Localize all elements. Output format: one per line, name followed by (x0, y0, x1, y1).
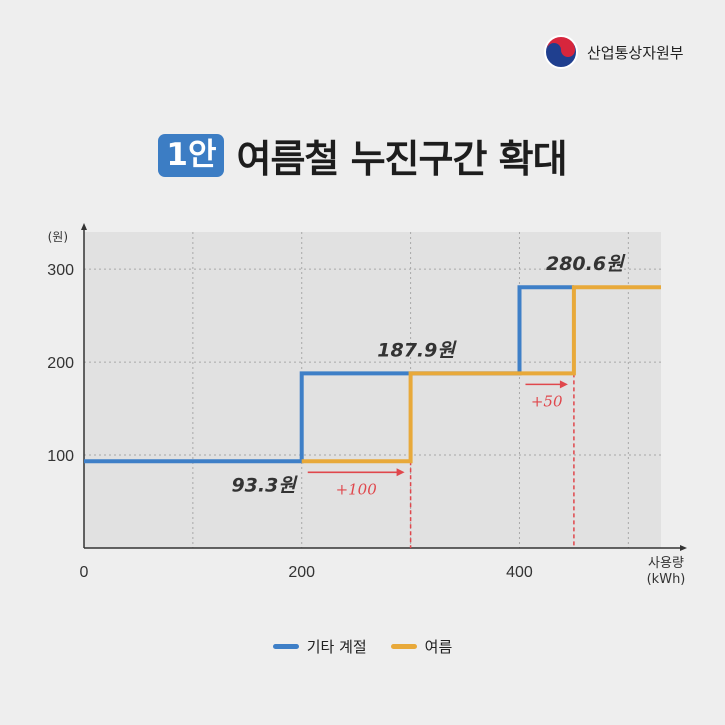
org-logo: 산업통상자원부 (543, 34, 684, 70)
value-label: 93.3원 (231, 474, 298, 496)
plot-area (84, 232, 661, 548)
x-tick-label: 0 (80, 564, 89, 581)
title-text: 여름철 누진구간 확대 (236, 137, 567, 181)
value-label: 280.6원 (546, 253, 626, 275)
taeguk-emblem-icon (544, 35, 578, 69)
y-axis-label: (원) (48, 230, 68, 244)
x-axis-arrow-icon (680, 545, 687, 551)
legend-item-summer: 여름 (390, 636, 453, 657)
shift-label: +50 (531, 392, 563, 410)
plan-badge: 1안 (158, 134, 225, 177)
shift-arrowhead-icon (559, 380, 568, 389)
org-name: 산업통상자원부 (587, 43, 684, 62)
x-axis-label: 사용량 (648, 556, 684, 571)
legend-swatch (390, 644, 417, 649)
y-tick-label: 100 (47, 448, 74, 465)
legend-label: 기타 계절 (306, 638, 367, 656)
shift-arrowhead-icon (396, 468, 405, 477)
legend-label: 여름 (424, 638, 453, 656)
y-axis-arrow-icon (81, 223, 87, 230)
x-tick-label: 400 (506, 564, 533, 581)
legend: 기타 계절 여름 (0, 636, 725, 657)
x-axis-label: (kWh) (647, 572, 686, 587)
shift-label: +100 (336, 480, 378, 498)
value-label: 187.9원 (377, 339, 457, 361)
y-tick-label: 200 (47, 355, 74, 372)
series-line-summer (301, 285, 661, 464)
x-tick-label: 200 (288, 564, 315, 581)
legend-swatch (272, 644, 299, 649)
page-title: 1안 여름철 누진구간 확대 (0, 128, 725, 183)
legend-item-other-season: 기타 계절 (272, 636, 367, 657)
y-tick-label: 300 (47, 262, 74, 279)
